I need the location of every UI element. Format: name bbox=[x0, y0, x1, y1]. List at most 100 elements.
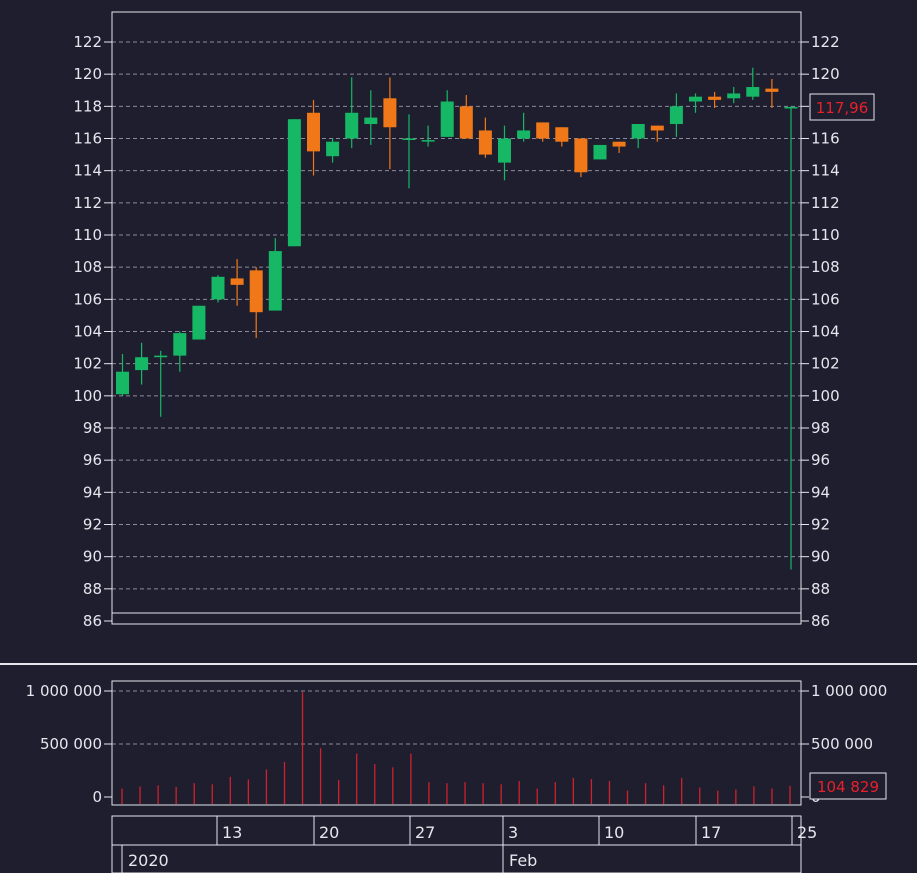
last-price-badge: 117,96 bbox=[809, 93, 875, 121]
period-label: 2020 bbox=[128, 851, 169, 870]
candle bbox=[708, 91, 722, 108]
candle bbox=[402, 114, 416, 189]
price-tick-label: 108 bbox=[73, 258, 102, 276]
candle bbox=[421, 125, 435, 147]
candle bbox=[154, 350, 168, 417]
candle-body bbox=[287, 119, 301, 247]
day-label: 10 bbox=[604, 823, 624, 842]
price-tick-label: 100 bbox=[811, 387, 840, 405]
price-tick-label: 106 bbox=[811, 290, 840, 308]
candle bbox=[765, 78, 779, 108]
candle bbox=[230, 259, 244, 306]
candle-body bbox=[459, 106, 473, 139]
volume-tick-label: 500 000 bbox=[811, 735, 873, 753]
day-label: 3 bbox=[508, 823, 518, 842]
price-tick-label: 100 bbox=[73, 387, 102, 405]
price-tick-label: 94 bbox=[811, 483, 830, 501]
volume-tick-label: 1 000 000 bbox=[811, 682, 887, 700]
day-label: 20 bbox=[319, 823, 339, 842]
price-tick-label: 122 bbox=[73, 33, 102, 51]
candle-body bbox=[746, 87, 760, 97]
price-tick-label: 112 bbox=[811, 194, 840, 212]
candle bbox=[364, 90, 378, 145]
price-tick-label: 112 bbox=[73, 194, 102, 212]
day-label: 27 bbox=[415, 823, 435, 842]
candle bbox=[135, 342, 149, 385]
volume-axis-left: 1 000 000 500 000 0 bbox=[26, 682, 112, 806]
price-tick-label: 104 bbox=[73, 323, 102, 341]
price-tick-label: 108 bbox=[811, 258, 840, 276]
candle bbox=[669, 93, 683, 137]
candle bbox=[593, 144, 607, 160]
candle-body bbox=[784, 106, 798, 109]
candle bbox=[173, 331, 187, 372]
candle-body bbox=[402, 138, 416, 140]
candle bbox=[555, 127, 569, 147]
candle bbox=[307, 99, 320, 176]
candle bbox=[459, 95, 473, 139]
candle-body bbox=[555, 127, 569, 142]
price-tick-label: 120 bbox=[73, 65, 102, 83]
price-tick-label: 92 bbox=[811, 516, 830, 534]
candle bbox=[211, 275, 225, 303]
price-panel-frame bbox=[111, 11, 802, 625]
price-tick-label: 114 bbox=[73, 162, 102, 180]
price-tick-label: 118 bbox=[73, 97, 102, 115]
price-tick-label: 96 bbox=[811, 451, 830, 469]
candle-body bbox=[383, 98, 397, 128]
candle-body bbox=[593, 144, 607, 160]
price-tick-label: 116 bbox=[73, 130, 102, 148]
last-price-label: 117,96 bbox=[816, 99, 869, 117]
candle-body bbox=[173, 333, 187, 356]
candle bbox=[727, 87, 741, 104]
day-label: 25 bbox=[797, 823, 817, 842]
price-tick-label: 86 bbox=[83, 612, 102, 630]
candle bbox=[498, 125, 511, 181]
price-tick-label: 94 bbox=[83, 483, 102, 501]
candle-body bbox=[727, 93, 741, 99]
price-tick-label: 86 bbox=[811, 612, 830, 630]
candle bbox=[478, 117, 492, 158]
candle-body bbox=[421, 140, 435, 142]
price-axis-left: 122 120 118 116 114 112 110 108 106 104 102 100 98 96… bbox=[73, 33, 112, 630]
candle bbox=[268, 238, 282, 311]
candle bbox=[116, 354, 129, 396]
volume-tick-label: 1 000 000 bbox=[26, 682, 102, 700]
candle-body bbox=[249, 270, 263, 313]
candle-body bbox=[765, 88, 779, 92]
candle bbox=[746, 67, 760, 100]
candle-body bbox=[307, 112, 320, 152]
candle bbox=[440, 90, 454, 137]
price-tick-label: 110 bbox=[811, 226, 840, 244]
candle bbox=[650, 125, 664, 142]
candle bbox=[326, 138, 340, 163]
candle-body bbox=[440, 101, 454, 137]
candle bbox=[631, 124, 645, 149]
price-tick-label: 102 bbox=[73, 355, 102, 373]
candle-body bbox=[345, 112, 359, 139]
price-candles bbox=[116, 67, 798, 570]
last-volume-badge: 104 829 bbox=[809, 772, 887, 800]
period-label: Feb bbox=[509, 851, 537, 870]
volume-gridlines bbox=[112, 690, 801, 745]
candle-body bbox=[498, 138, 511, 163]
price-tick-label: 104 bbox=[811, 323, 840, 341]
candle-body bbox=[154, 355, 168, 358]
volume-bars bbox=[121, 692, 791, 804]
candle-body bbox=[612, 141, 626, 147]
candle-body bbox=[574, 138, 588, 173]
volume-tick-label: 500 000 bbox=[40, 735, 102, 753]
candle bbox=[536, 122, 550, 142]
price-axis-right: 1221201181161141121101081061041021009896… bbox=[801, 33, 840, 630]
price-tick-label: 90 bbox=[811, 548, 830, 566]
candle-body bbox=[135, 357, 149, 371]
candle bbox=[345, 77, 359, 149]
time-axis[interactable]: 13 20 27 3 10 17 25 2020 Feb bbox=[111, 815, 817, 873]
day-label: 17 bbox=[701, 823, 721, 842]
candle-body bbox=[326, 141, 340, 157]
candle-body bbox=[230, 278, 244, 285]
price-tick-label: 88 bbox=[811, 580, 830, 598]
candle bbox=[383, 77, 397, 170]
volume-panel-frame bbox=[111, 680, 802, 806]
